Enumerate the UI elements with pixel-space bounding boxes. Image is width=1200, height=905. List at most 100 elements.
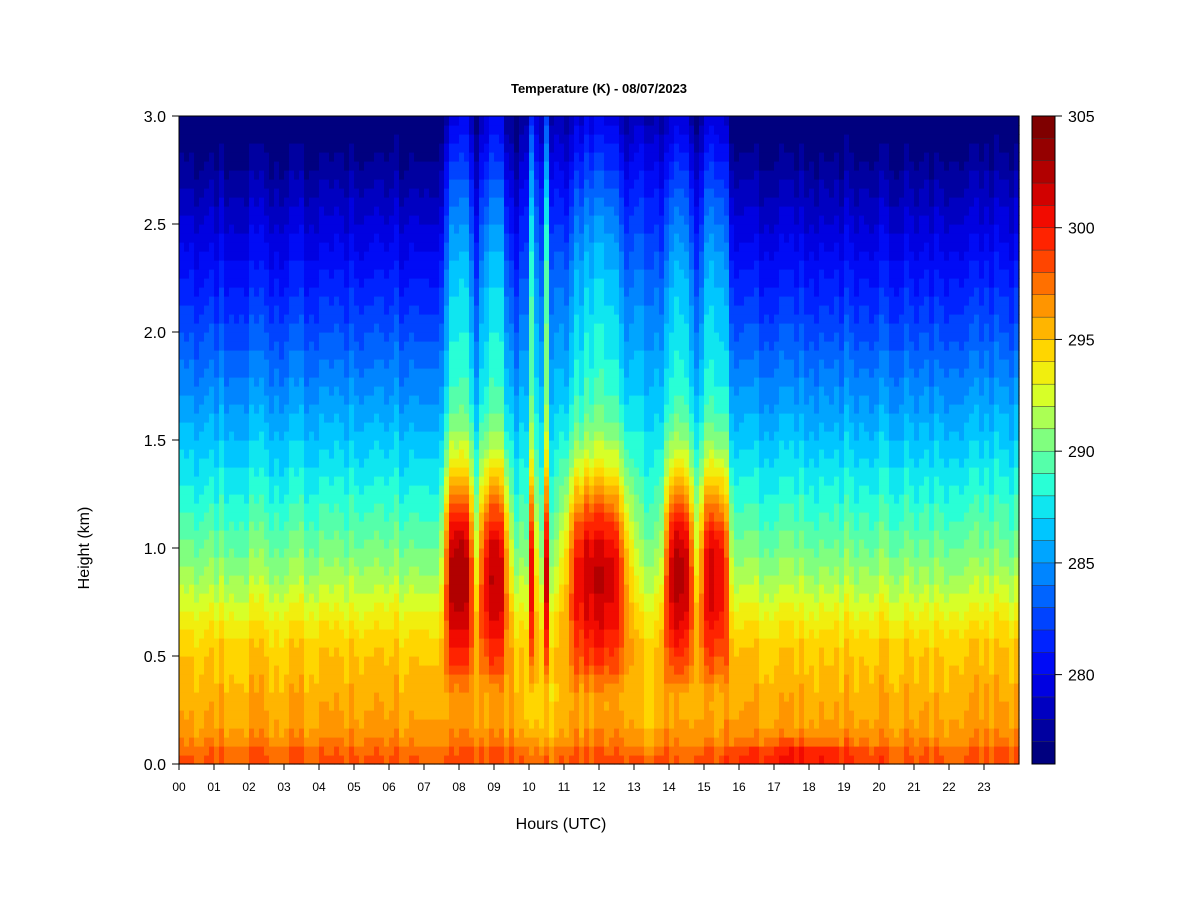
heatmap-cell: [219, 296, 225, 306]
heatmap-cell: [469, 251, 475, 261]
heatmap-cell: [374, 341, 380, 351]
heatmap-cell: [504, 395, 510, 405]
heatmap-cell: [399, 161, 405, 171]
heatmap-cell: [499, 323, 505, 333]
heatmap-cell: [319, 467, 325, 477]
heatmap-cell: [394, 548, 400, 558]
heatmap-cell: [399, 251, 405, 261]
heatmap-cell: [434, 332, 440, 342]
heatmap-cell: [449, 161, 455, 171]
heatmap-cell: [429, 116, 435, 126]
heatmap-cell: [429, 413, 435, 423]
heatmap-cell: [519, 170, 525, 180]
heatmap-cell: [354, 242, 360, 252]
heatmap-cell: [509, 305, 515, 315]
heatmap-cell: [514, 359, 520, 369]
heatmap-cell: [284, 386, 290, 396]
heatmap-cell: [304, 215, 310, 225]
heatmap-cell: [469, 476, 475, 486]
heatmap-cell: [459, 449, 465, 459]
heatmap-cell: [369, 755, 375, 765]
heatmap-cell: [249, 431, 255, 441]
heatmap-cell: [204, 422, 210, 432]
heatmap-cell: [214, 287, 220, 297]
heatmap-cell: [454, 548, 460, 558]
heatmap-cell: [454, 701, 460, 711]
heatmap-cell: [324, 485, 330, 495]
heatmap-cell: [429, 296, 435, 306]
heatmap-cell: [234, 548, 240, 558]
heatmap-cell: [364, 512, 370, 522]
heatmap-cell: [184, 638, 190, 648]
heatmap-cell: [464, 215, 470, 225]
heatmap-cell: [384, 656, 390, 666]
heatmap-cell: [359, 278, 365, 288]
heatmap-cell: [494, 179, 500, 189]
heatmap-cell: [304, 332, 310, 342]
heatmap-cell: [329, 188, 335, 198]
heatmap-cell: [484, 728, 490, 738]
heatmap-cell: [354, 521, 360, 531]
heatmap-cell: [304, 710, 310, 720]
heatmap-cell: [449, 728, 455, 738]
heatmap-cell: [434, 557, 440, 567]
heatmap-cell: [499, 296, 505, 306]
heatmap-cell: [334, 152, 340, 162]
heatmap-cell: [304, 242, 310, 252]
heatmap-cell: [409, 710, 415, 720]
heatmap-cell: [179, 710, 185, 720]
heatmap-cell: [274, 674, 280, 684]
heatmap-cell: [454, 755, 460, 765]
heatmap-cell: [189, 710, 195, 720]
heatmap-cell: [319, 629, 325, 639]
heatmap-cell: [479, 584, 485, 594]
heatmap-cell: [229, 719, 235, 729]
heatmap-cell: [264, 683, 270, 693]
heatmap-cell: [359, 620, 365, 630]
heatmap-cell: [309, 593, 315, 603]
heatmap-cell: [329, 125, 335, 135]
heatmap-cell: [244, 584, 250, 594]
heatmap-cell: [394, 251, 400, 261]
heatmap-cell: [204, 494, 210, 504]
heatmap-cell: [219, 323, 225, 333]
heatmap-cell: [354, 683, 360, 693]
heatmap-cell: [294, 188, 300, 198]
heatmap-cell: [474, 512, 480, 522]
heatmap-cell: [484, 251, 490, 261]
heatmap-cell: [434, 611, 440, 621]
heatmap-cell: [504, 719, 510, 729]
heatmap-cell: [384, 566, 390, 576]
heatmap-cell: [274, 665, 280, 675]
heatmap-cell: [344, 404, 350, 414]
heatmap-cell: [489, 521, 495, 531]
heatmap-cell: [509, 584, 515, 594]
heatmap-cell: [314, 620, 320, 630]
heatmap-cell: [324, 404, 330, 414]
heatmap-cell: [289, 386, 295, 396]
heatmap-cell: [429, 557, 435, 567]
heatmap-cell: [284, 620, 290, 630]
heatmap-cell: [454, 728, 460, 738]
heatmap-cell: [274, 323, 280, 333]
heatmap-cell: [204, 485, 210, 495]
heatmap-cell: [254, 638, 260, 648]
heatmap-cell: [334, 485, 340, 495]
heatmap-cell: [444, 584, 450, 594]
heatmap-cell: [259, 323, 265, 333]
heatmap-cell: [479, 314, 485, 324]
heatmap-cell: [504, 566, 510, 576]
heatmap-cell: [519, 440, 525, 450]
heatmap-cell: [444, 314, 450, 324]
heatmap-cell: [279, 602, 285, 612]
heatmap-cell: [489, 440, 495, 450]
heatmap-cell: [289, 620, 295, 630]
heatmap-cell: [254, 476, 260, 486]
heatmap-cell: [304, 674, 310, 684]
heatmap-cell: [304, 512, 310, 522]
heatmap-cell: [249, 323, 255, 333]
heatmap-cell: [354, 728, 360, 738]
heatmap-cell: [249, 476, 255, 486]
heatmap-cell: [324, 152, 330, 162]
heatmap-cell: [444, 548, 450, 558]
